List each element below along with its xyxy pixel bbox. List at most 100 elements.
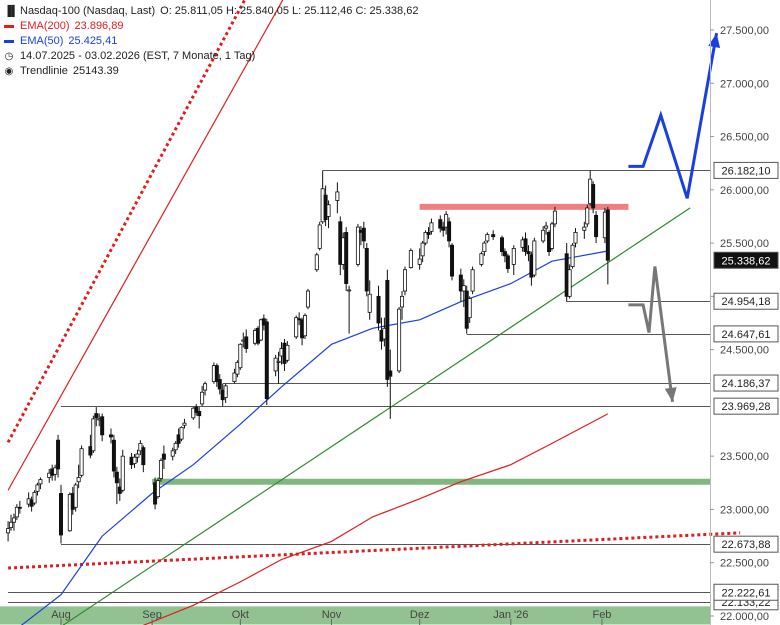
candle-24 <box>100 413 105 442</box>
series-line-1 <box>20 250 608 625</box>
candle-126 <box>541 226 546 244</box>
candle-119 <box>505 253 510 273</box>
legend-ema50-label: EMA(50) <box>20 35 64 47</box>
candle-65 <box>276 351 281 384</box>
price-tick-label: 23.000,00 <box>720 504 769 516</box>
candle-body <box>444 213 449 228</box>
candle-body <box>258 319 263 341</box>
candle-102 <box>429 218 434 235</box>
time-axis[interactable]: Aug Sep Okt Nov Dez Jan '26 Feb <box>51 609 611 625</box>
candle-19 <box>79 445 84 478</box>
candle-body <box>108 434 113 438</box>
time-tick-label: Aug <box>51 609 71 621</box>
price-tick-label: 23.500,00 <box>720 451 769 463</box>
candle-body <box>235 362 240 375</box>
candle-17 <box>73 482 78 512</box>
candle-body <box>56 439 61 470</box>
candle-47 <box>200 385 205 407</box>
candle-body <box>314 254 319 271</box>
candle-113 <box>479 251 484 267</box>
level-badges: 22.133,2222.222,6122.673,8823.969,2824.1… <box>713 161 779 611</box>
candle-body <box>59 493 64 536</box>
candle-body <box>138 442 143 452</box>
candle-118 <box>502 248 507 263</box>
candle-body <box>364 248 369 292</box>
candle-106 <box>447 217 452 248</box>
time-tick-label: Feb <box>592 609 611 621</box>
legend-ema200-value: 23.896,89 <box>74 20 124 32</box>
last-price-badge-box <box>713 251 779 269</box>
candle-body <box>182 422 187 426</box>
candle-70 <box>297 312 302 326</box>
candle-4 <box>17 500 22 514</box>
price-axis[interactable]: 27.500,00 27.000,00 26.500,00 26.000,00 25.5… <box>710 25 769 623</box>
scenario-arrowhead-1 <box>664 387 677 402</box>
candle-61 <box>258 318 263 342</box>
candle-117 <box>499 235 504 256</box>
candle-body <box>570 244 575 267</box>
legend-ema200-label: EMA(200) <box>20 20 70 32</box>
candle-135 <box>582 221 587 239</box>
candle-body <box>582 226 587 231</box>
level-badge-4-label: 24.186,37 <box>722 378 771 390</box>
candle-56 <box>238 343 243 370</box>
candle-138 <box>591 181 596 214</box>
candle-34 <box>141 445 146 473</box>
candle-body <box>388 370 393 377</box>
candle-body <box>467 298 472 319</box>
clock-icon: ◷ <box>4 51 14 62</box>
candle-body <box>214 365 219 382</box>
candle-139 <box>594 211 599 244</box>
candle-body <box>594 214 599 238</box>
ema50-swatch <box>4 40 14 43</box>
candle-14 <box>59 484 64 544</box>
candle-0 <box>6 521 11 542</box>
level-badge-7-box <box>713 161 779 179</box>
candle-body <box>6 528 11 534</box>
candle-body <box>297 318 302 321</box>
candle-107 <box>450 243 455 281</box>
candle-body <box>203 383 208 391</box>
candle-21 <box>91 415 96 453</box>
legend-ema50-row[interactable]: EMA(50) 25.425,41 <box>4 34 418 49</box>
candle-body <box>317 224 322 249</box>
candle-29 <box>120 449 125 493</box>
candle-99 <box>420 240 425 263</box>
price-tick-label: 22.000,00 <box>720 611 769 623</box>
candle-body <box>450 244 455 277</box>
candle-100 <box>423 230 428 246</box>
candle-74 <box>314 252 319 272</box>
candle-116 <box>491 230 496 240</box>
candle-39 <box>170 447 175 461</box>
candle-101 <box>426 227 431 239</box>
level-badge-1-label: 22.222,61 <box>722 587 771 599</box>
candle-46 <box>197 407 202 429</box>
candle-body <box>505 255 510 270</box>
candle-body <box>335 191 340 201</box>
candle-48 <box>203 381 208 396</box>
candle-51 <box>217 374 222 395</box>
candle-body <box>402 269 407 292</box>
candle-body <box>100 416 105 436</box>
candle-body <box>523 238 528 253</box>
level-badge-7-label: 26.182,10 <box>722 165 771 177</box>
level-badge-6: 24.954,18 <box>713 292 779 310</box>
candle-42 <box>179 426 184 442</box>
candle-12 <box>53 464 58 481</box>
candle-body <box>544 225 549 229</box>
legend-trend-row[interactable]: ◉ Trendlinie 25143.39 <box>4 64 418 79</box>
candle-127 <box>544 221 549 235</box>
candle-1 <box>9 514 14 531</box>
candle-9 <box>38 477 43 490</box>
candle-96 <box>402 266 407 296</box>
trendline-1 <box>7 0 284 491</box>
candle-body <box>458 274 463 292</box>
candle-body <box>238 343 243 369</box>
candle-body <box>156 480 161 498</box>
legend-ema200-row[interactable]: EMA(200) 23.896,89 <box>4 19 418 34</box>
candle-body <box>591 184 596 209</box>
candle-body <box>32 491 37 504</box>
candle-73 <box>305 288 310 310</box>
candle-27 <box>114 466 119 505</box>
